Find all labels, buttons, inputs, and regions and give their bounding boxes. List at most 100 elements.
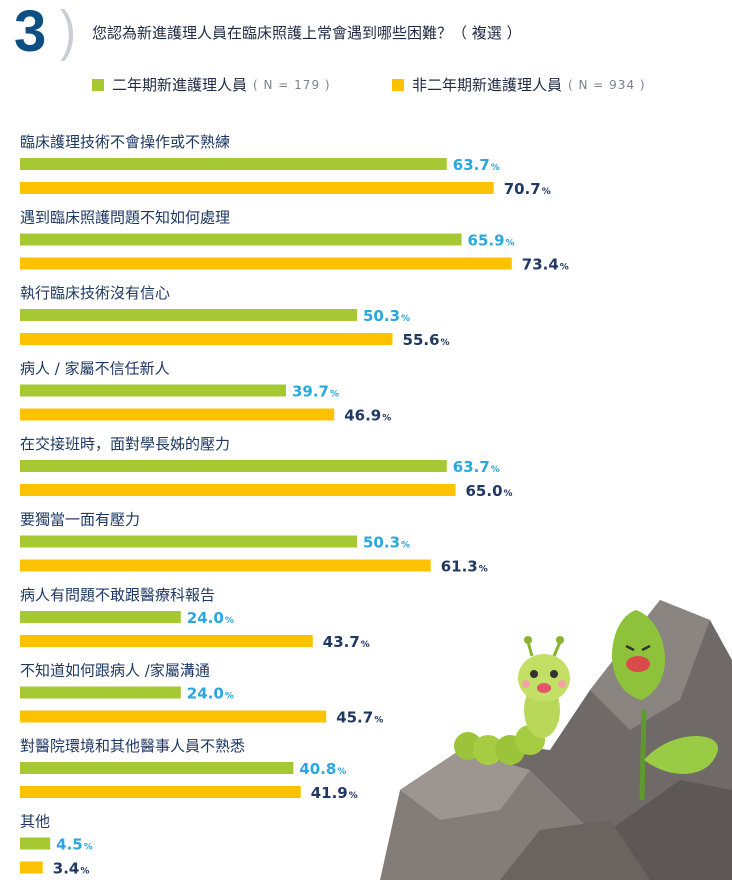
data-label-value: 24.0: [187, 609, 224, 627]
data-label: 45.7%: [336, 709, 383, 727]
bar-series-a: [20, 535, 358, 548]
bar-series-a: [20, 686, 181, 699]
legend-item-series-b: 非二年期新進護理人員 ( N = 934 ): [392, 74, 646, 95]
category-label: 病人 / 家屬不信任新人: [20, 360, 170, 378]
bar-series-b: [20, 484, 456, 496]
legend-label: 非二年期新進護理人員: [412, 76, 563, 94]
bar-series-b: [20, 861, 43, 874]
data-label: 55.6%: [403, 331, 450, 349]
data-label-unit: %: [491, 465, 500, 475]
data-label: 70.7%: [504, 180, 551, 198]
legend-label: 二年期新進護理人員: [112, 76, 248, 94]
bar-series-a: [20, 233, 462, 246]
bar-series-a: [20, 460, 447, 472]
data-label: 24.0%: [187, 685, 234, 703]
category-label: 遇到臨床照護問題不知如何處理: [20, 209, 230, 227]
data-label-unit: %: [506, 239, 515, 249]
data-label-value: 70.7: [504, 180, 541, 198]
bar-chart: 臨床護理技術不會操作或不熟練63.7%70.7%遇到臨床照護問題不知如何處理65…: [20, 133, 569, 878]
data-label-unit: %: [401, 541, 410, 551]
data-label-unit: %: [330, 390, 339, 400]
data-label: 63.7%: [453, 458, 500, 476]
category-label: 其他: [20, 813, 50, 831]
category-label: 要獨當一面有壓力: [20, 511, 140, 529]
data-label: 46.9%: [344, 407, 391, 425]
data-label-value: 55.6: [403, 331, 440, 349]
data-label-unit: %: [80, 867, 89, 877]
data-label-unit: %: [225, 692, 234, 702]
data-label: 61.3%: [441, 558, 488, 576]
bar-series-b: [20, 257, 512, 270]
data-label-unit: %: [560, 263, 569, 273]
data-label-unit: %: [491, 163, 500, 173]
data-label-value: 3.4: [53, 860, 80, 878]
data-label-value: 50.3: [363, 534, 400, 552]
data-label-unit: %: [542, 187, 551, 197]
crying-sprout-icon: [612, 610, 719, 801]
legend-sample-size: ( N = 179 ): [253, 77, 331, 92]
data-label-unit: %: [84, 843, 93, 853]
data-label: 4.5%: [56, 836, 93, 854]
bar-series-b: [20, 333, 393, 345]
question-number: 3: [14, 0, 47, 64]
bar-group: 要獨當一面有壓力 50.3% 61.3%: [20, 511, 488, 576]
chart-title: 您認為新進護理人員在臨床照護上常會遇到哪些困難？（ 複選 ）: [92, 24, 522, 42]
data-label: 43.7%: [323, 633, 370, 651]
bar-series-b: [20, 635, 313, 647]
data-label: 73.4%: [522, 256, 569, 274]
number-bracket-decoration: ): [60, 1, 76, 62]
data-label: 65.9%: [468, 232, 515, 250]
bar-series-a: [20, 837, 51, 850]
bar-series-a: [20, 762, 294, 774]
data-label: 24.0%: [187, 609, 234, 627]
category-label: 不知道如何跟病人 /家屬溝通: [20, 662, 210, 680]
bar-series-b: [20, 786, 301, 798]
bar-series-a: [20, 158, 447, 170]
bar-group: 其他 4.5% 3.4%: [20, 813, 93, 878]
data-label-unit: %: [504, 489, 513, 499]
category-label: 病人有問題不敢跟醫療科報告: [20, 586, 215, 604]
data-label: 3.4%: [53, 860, 90, 878]
category-label: 臨床護理技術不會操作或不熟練: [20, 133, 230, 151]
data-label-unit: %: [441, 338, 450, 348]
data-label: 41.9%: [311, 784, 358, 802]
bar-series-b: [20, 559, 431, 572]
legend-item-series-a: 二年期新進護理人員 ( N = 179 ): [92, 74, 331, 95]
category-label: 在交接班時，面對學長姊的壓力: [20, 435, 230, 453]
data-label-unit: %: [337, 767, 346, 777]
data-label-value: 43.7: [323, 633, 360, 651]
data-label: 63.7%: [453, 156, 500, 174]
bar-series-a: [20, 384, 286, 397]
caterpillar-and-sprout-illustration: [380, 600, 732, 880]
data-label-value: 50.3: [363, 307, 400, 325]
category-label: 對醫院環境和其他醫事人員不熟悉: [20, 737, 245, 755]
data-label-value: 41.9: [311, 784, 348, 802]
data-label-value: 73.4: [522, 256, 559, 274]
data-label-unit: %: [374, 716, 383, 726]
data-label-value: 24.0: [187, 685, 224, 703]
caterpillar-icon: [454, 636, 570, 765]
data-label: 50.3%: [363, 307, 410, 325]
data-label-unit: %: [361, 640, 370, 650]
data-label-value: 65.9: [468, 232, 505, 250]
bar-series-b: [20, 710, 327, 723]
data-label: 65.0%: [466, 482, 513, 500]
data-label-unit: %: [401, 314, 410, 324]
chart-header: 3 ) 您認為新進護理人員在臨床照護上常會遇到哪些困難？（ 複選 ） 二年期新進…: [0, 0, 732, 110]
data-label-value: 63.7: [453, 458, 490, 476]
data-label: 50.3%: [363, 534, 410, 552]
data-label-value: 45.7: [336, 709, 373, 727]
data-label-value: 46.9: [344, 407, 381, 425]
data-label-unit: %: [225, 616, 234, 626]
bar-series-b: [20, 182, 494, 194]
data-label-value: 61.3: [441, 558, 478, 576]
data-label-unit: %: [382, 414, 391, 424]
bar-series-a: [20, 611, 181, 623]
legend-swatch-green: [92, 78, 104, 91]
